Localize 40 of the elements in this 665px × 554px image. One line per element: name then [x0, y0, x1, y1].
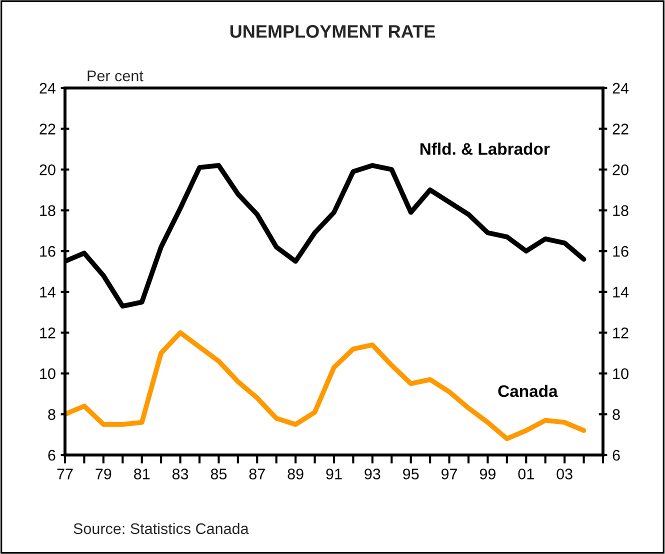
x-tick-label: 95	[403, 468, 419, 480]
y2-tick-label: 24	[612, 82, 629, 94]
y-tick-label: 22	[40, 124, 56, 134]
y-tick-label: 12	[40, 328, 56, 338]
y2-tick-label: 20	[612, 164, 628, 176]
source-note: Source: Statistics Canada	[74, 522, 249, 534]
x-tick-label: 97	[442, 468, 458, 480]
y2-tick-label: 12	[613, 328, 628, 338]
y2-tick-label: 18	[613, 205, 628, 216]
y-tick-label: 10	[40, 368, 56, 380]
x-tick-label: 03	[556, 468, 572, 480]
y2-tick-label: 22	[612, 124, 628, 134]
line-series	[65, 330, 586, 442]
chart-title: UNEMPLOYMENT RATE	[230, 25, 435, 38]
x-tick-label: 01	[518, 468, 534, 480]
x-tick-label: 83	[172, 468, 188, 480]
y-tick-label: 14	[40, 286, 56, 298]
y-tick-label: 6	[48, 450, 56, 461]
series-label: Canada	[498, 384, 558, 398]
x-tick-label: 87	[249, 468, 265, 480]
x-tick-label: 91	[326, 468, 342, 480]
y-tick-label: 18	[40, 205, 56, 216]
y2-tick-label: 16	[613, 246, 628, 257]
y-tick-label: 16	[40, 246, 56, 257]
x-tick-label: 99	[480, 468, 496, 480]
series-label: Nfld. & Labrador	[420, 142, 550, 155]
x-tick-label: 81	[134, 468, 150, 480]
x-tick-label: 77	[57, 468, 73, 480]
y2-tick-label: 14	[613, 286, 629, 298]
x-tick-label: 79	[96, 468, 112, 480]
x-tick-label: 93	[364, 468, 380, 480]
y2-tick-label: 8	[612, 409, 620, 420]
y2-tick-label: 10	[613, 368, 628, 380]
y-tick-label: 8	[48, 409, 56, 420]
x-tick-label: 85	[210, 468, 227, 480]
y-tick-label: 24	[40, 82, 56, 94]
y-tick-label: 20	[40, 164, 56, 176]
y2-tick-label: 6	[612, 450, 620, 461]
x-tick-label: 89	[288, 468, 304, 480]
y-axis-title: Per cent	[88, 70, 144, 82]
